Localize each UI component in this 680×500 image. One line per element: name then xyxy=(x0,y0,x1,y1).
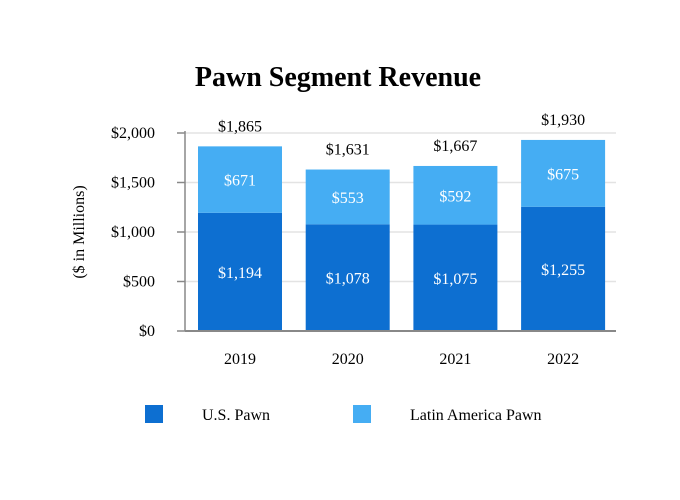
legend-us-pawn-label: U.S. Pawn xyxy=(202,407,270,424)
y-tick-label: $500 xyxy=(123,274,155,291)
bar-total-label: $1,631 xyxy=(326,142,370,159)
x-tick-label: 2019 xyxy=(224,351,256,368)
legend: U.S. Pawn Latin America Pawn xyxy=(145,405,542,424)
y-axis-ticks: $0 $500 $1,000 $1,500 $2,000 xyxy=(111,125,185,340)
axes xyxy=(184,131,616,332)
legend-latin-america-pawn-label: Latin America Pawn xyxy=(410,407,542,424)
x-tick-label: 2021 xyxy=(439,351,471,368)
y-tick-label: $1,000 xyxy=(111,224,155,241)
bar-value-label: $553 xyxy=(332,190,364,207)
bar-us-pawn xyxy=(305,224,390,331)
legend-latin-america-pawn-swatch xyxy=(353,405,371,423)
bar-total-label: $1,667 xyxy=(433,138,477,155)
x-tick-label: 2022 xyxy=(547,351,579,368)
x-tick-label: 2020 xyxy=(332,351,364,368)
y-tick-label: $1,500 xyxy=(111,175,155,192)
bar-value-label: $675 xyxy=(547,166,579,183)
bar-us-pawn xyxy=(521,206,606,331)
bar-value-label: $592 xyxy=(439,188,471,205)
bar-latin-america-pawn xyxy=(521,139,606,207)
bar-latin-america-pawn xyxy=(413,165,498,225)
bar-value-label: $1,194 xyxy=(218,265,262,282)
y-axis-label: ($ in Millions) xyxy=(71,185,88,278)
x-axis-ticks: 2019 2020 2021 2022 xyxy=(224,351,579,368)
bar-value-label: $1,075 xyxy=(433,271,477,288)
bar-value-label: $671 xyxy=(224,173,256,190)
bar-us-pawn xyxy=(413,224,498,331)
bar-latin-america-pawn xyxy=(305,169,390,225)
bar-value-label: $1,078 xyxy=(326,271,370,288)
chart-title: Pawn Segment Revenue xyxy=(195,62,481,93)
bar-latin-america-pawn xyxy=(198,146,282,213)
y-tick-label: $0 xyxy=(139,323,155,340)
bar-total-label: $1,930 xyxy=(541,112,585,129)
legend-us-pawn-swatch xyxy=(145,405,163,423)
bar-value-label: $1,255 xyxy=(541,262,585,279)
bar-us-pawn xyxy=(198,212,282,331)
y-tick-label: $2,000 xyxy=(111,125,155,142)
bar-total-label: $1,865 xyxy=(218,118,262,135)
bars: $1,194 $671 $1,865 $1,078 $553 $1,631 $1,075 $5… xyxy=(198,112,606,331)
